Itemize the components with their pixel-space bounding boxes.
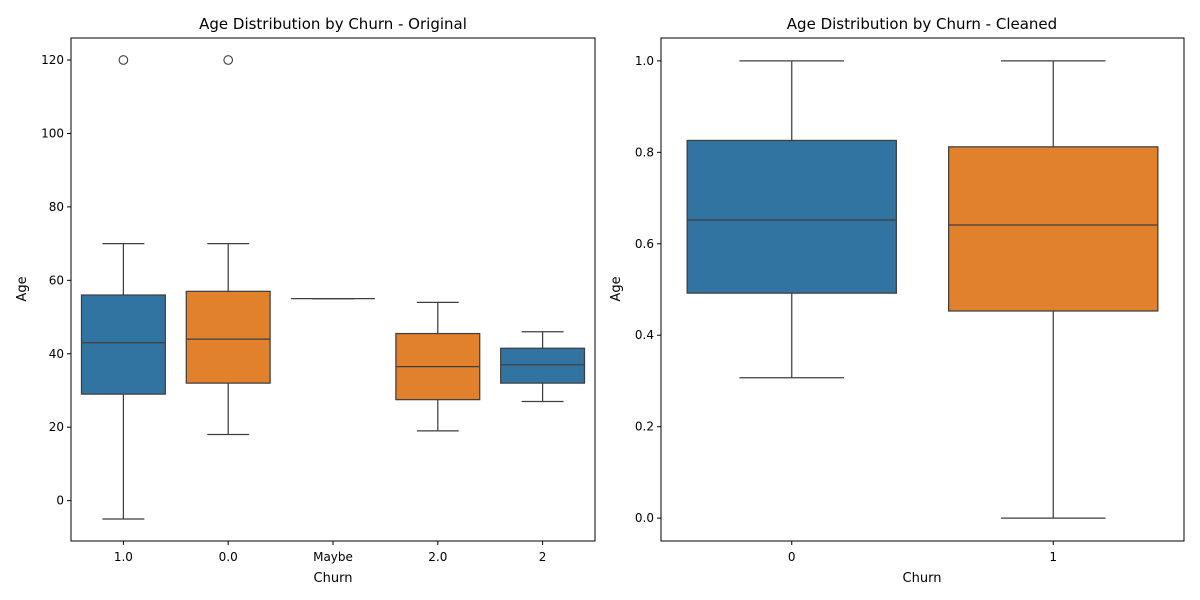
chart-panel-cleaned: Age Distribution by Churn - Cleaned Chur… — [609, 15, 1185, 586]
box-2-0 — [395, 301, 481, 432]
y-tick-label: 0.0 — [635, 511, 654, 525]
box-0-0 — [185, 55, 271, 436]
y-axis-label: Age — [609, 276, 624, 301]
y-tick-label: 0.2 — [635, 420, 654, 434]
y-tick-label: 0.6 — [635, 237, 654, 251]
x-tick-label: Maybe — [313, 550, 353, 564]
box-1 — [948, 60, 1159, 519]
y-tick-label: 100 — [41, 126, 64, 140]
box-body — [80, 294, 166, 395]
x-tick-label: 0 — [788, 550, 796, 564]
x-tick-label: 2.0 — [428, 550, 447, 564]
y-tick-label: 40 — [49, 347, 64, 361]
y-tick-label: 0.8 — [635, 145, 654, 159]
x-axis-label: Churn — [314, 571, 353, 586]
x-tick-label: 1.0 — [114, 550, 133, 564]
y-tick-label: 60 — [49, 273, 64, 287]
y-tick-label: 0 — [56, 494, 64, 508]
box-1-0 — [80, 55, 166, 520]
x-tick-label: 0.0 — [219, 550, 238, 564]
axes-frame — [660, 37, 1185, 542]
axes-frame — [70, 37, 596, 542]
chart-title: Age Distribution by Churn - Cleaned — [787, 15, 1057, 33]
y-tick-label: 20 — [49, 420, 64, 434]
y-tick-label: 80 — [49, 200, 64, 214]
y-axis-label: Age — [15, 276, 30, 301]
y-tick-label: 120 — [41, 53, 64, 67]
x-tick-label: 1 — [1049, 550, 1057, 564]
box-body — [185, 290, 271, 384]
outlier-point — [118, 55, 129, 65]
box-body — [948, 146, 1159, 312]
box-0 — [686, 60, 897, 379]
box-body — [686, 139, 897, 294]
box-2 — [500, 331, 586, 403]
y-tick-label: 0.4 — [635, 328, 654, 342]
y-tick-label: 1.0 — [635, 54, 654, 68]
chart-title: Age Distribution by Churn - Original — [199, 15, 467, 33]
x-axis-label: Churn — [903, 571, 942, 586]
box-body — [500, 347, 586, 384]
chart-panel-original: Age Distribution by Churn - Original Chu… — [15, 15, 596, 586]
x-tick-label: 2 — [539, 550, 547, 564]
outlier-point — [223, 55, 234, 65]
